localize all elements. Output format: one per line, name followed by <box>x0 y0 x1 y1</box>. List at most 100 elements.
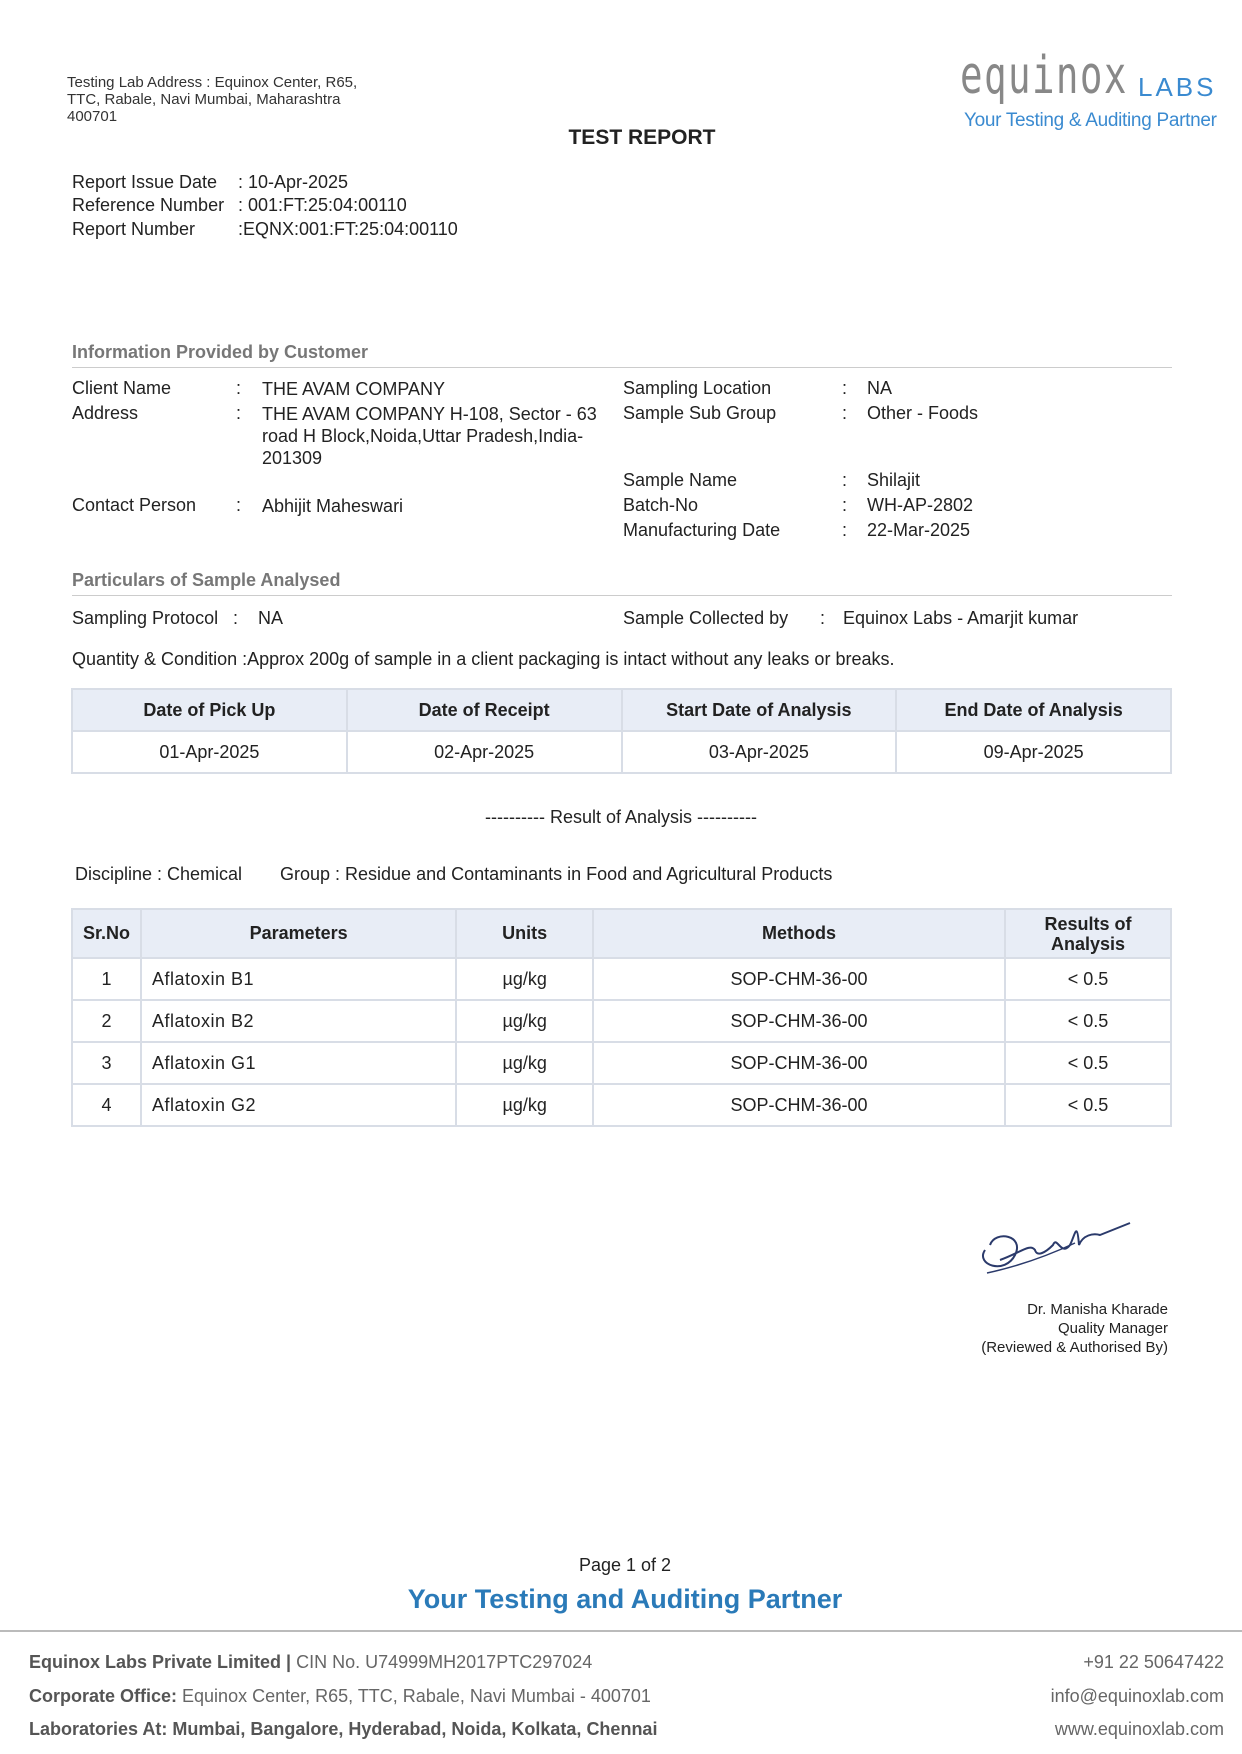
customer-field-label: Client Name <box>72 378 172 398</box>
logo-labs: LABS <box>1138 72 1217 102</box>
results-cell: Aflatoxin G2 <box>139 1083 458 1127</box>
results-header: Methods <box>592 908 1007 959</box>
results-cell: µg/kg <box>455 999 595 1043</box>
logo-tagline: Your Testing & Auditing Partner <box>964 110 1217 131</box>
results-cell: SOP-CHM-36-00 <box>592 1083 1007 1127</box>
sample-field-label: Batch-No <box>623 495 699 515</box>
results-cell: < 0.5 <box>1004 999 1172 1043</box>
tagline: Your Testing and Auditing Partner <box>407 1584 843 1614</box>
footer-website[interactable]: www.equinoxlab.com <box>1054 1719 1224 1739</box>
results-cell: < 0.5 <box>1004 957 1172 1001</box>
date-value: 02-Apr-2025 <box>345 730 623 774</box>
results-cell: SOP-CHM-36-00 <box>592 957 1007 1001</box>
results-header: Units <box>455 908 595 959</box>
page-number: Page 1 of 2 <box>578 1555 672 1575</box>
date-value: 03-Apr-2025 <box>620 730 898 774</box>
signature <box>982 1222 1131 1274</box>
date-header: Date of Receipt <box>345 688 623 732</box>
signatory-block: Dr. Manisha Kharade Quality Manager (Rev… <box>981 1300 1168 1357</box>
results-cell: 3 <box>71 1041 142 1085</box>
particulars-section-heading: Particulars of Sample Analysed <box>72 570 1172 596</box>
footer-phone[interactable]: +91 22 50647422 <box>1083 1652 1224 1672</box>
quantity-condition: Quantity & Condition :Approx 200g of sam… <box>72 649 894 670</box>
date-header: Date of Pick Up <box>71 688 348 732</box>
date-value: 09-Apr-2025 <box>895 730 1172 774</box>
footer-labs: Laboratories At: Mumbai, Bangalore, Hyde… <box>29 1719 658 1739</box>
results-cell: Aflatoxin B1 <box>139 957 458 1001</box>
lab-address: Testing Lab Address : Equinox Center, R6… <box>67 74 357 125</box>
logo-wordmark: equinox <box>960 46 1128 106</box>
colon: : <box>842 520 848 540</box>
colon: : <box>842 378 848 398</box>
footer-email[interactable]: info@equinoxlab.com <box>1050 1686 1224 1706</box>
page-title: TEST REPORT <box>568 126 716 149</box>
colon: : <box>842 403 848 423</box>
date-value: 01-Apr-2025 <box>71 730 348 774</box>
results-cell: Aflatoxin G1 <box>139 1041 458 1085</box>
result-heading: ---------- Result of Analysis ---------- <box>485 807 757 827</box>
signatory-name: Dr. Manisha Kharade <box>1027 1301 1168 1318</box>
results-cell: < 0.5 <box>1004 1041 1172 1085</box>
customer-field-value: Abhijit Maheswari <box>262 496 404 516</box>
table-row: 3 Aflatoxin G1 µg/kg SOP-CHM-36-00 < 0.5 <box>71 1041 1172 1085</box>
colon: : <box>236 378 242 398</box>
office-address: Equinox Center, R65, TTC, Rabale, Navi M… <box>177 1686 651 1706</box>
results-cell: 1 <box>71 957 142 1001</box>
dates-table: Date of Pick Up Date of Receipt Start Date… <box>71 688 1172 774</box>
address-line: Testing Lab Address : Equinox Center, R6… <box>67 74 358 91</box>
sample-field-value: WH-AP-2802 <box>867 495 974 515</box>
sample-field-value: NA <box>867 378 893 398</box>
results-header: Sr.No <box>71 908 142 959</box>
results-cell: SOP-CHM-36-00 <box>592 999 1007 1043</box>
customer-section-heading: Information Provided by Customer <box>72 342 1172 368</box>
results-cell: 2 <box>71 999 142 1043</box>
colon: : <box>233 608 239 628</box>
report-field-label: Reference Number <box>72 195 225 215</box>
footer-divider <box>0 1630 1242 1632</box>
results-cell: µg/kg <box>455 1083 595 1127</box>
sampling-protocol-label: Sampling Protocol <box>72 608 219 628</box>
sample-field-value: Other - Foods <box>867 403 979 423</box>
equinox-logo: equinox LABS Your Testing & Auditing Par… <box>960 46 1235 136</box>
cin: CIN No. U74999MH2017PTC297024 <box>291 1652 593 1672</box>
sample-field-label: Sample Sub Group <box>623 403 777 423</box>
date-header: End Date of Analysis <box>895 688 1172 732</box>
customer-field-label: Contact Person <box>72 495 197 515</box>
report-field-value: : 001:FT:25:04:00110 <box>238 195 407 215</box>
results-cell: < 0.5 <box>1004 1083 1172 1127</box>
results-table: Sr.No Parameters Units Methods Results of An… <box>71 908 1172 1127</box>
results-cell: µg/kg <box>455 957 595 1001</box>
colon: : <box>842 495 848 515</box>
sample-field-label: Manufacturing Date <box>623 520 781 540</box>
results-header: Results of Analysis <box>1004 908 1172 959</box>
group: Group : Residue and Contaminants in Food… <box>280 864 833 884</box>
collected-by-value: Equinox Labs - Amarjit kumar <box>843 608 1079 628</box>
colon: : <box>820 608 826 628</box>
sample-field-label: Sampling Location <box>623 378 772 398</box>
results-header: Parameters <box>139 908 458 959</box>
sampling-protocol-value: NA <box>258 608 284 628</box>
report-field-value: :EQNX:001:FT:25:04:00110 <box>238 219 458 239</box>
date-header: Start Date of Analysis <box>620 688 898 732</box>
address-line: TTC, Rabale, Navi Mumbai, Maharashtra <box>67 91 341 108</box>
customer-field-value: THE AVAM COMPANY H-108, Sector - 63 road… <box>262 404 597 468</box>
table-row: 1 Aflatoxin B1 µg/kg SOP-CHM-36-00 < 0.5 <box>71 957 1172 1001</box>
footer-office: Corporate Office: Equinox Center, R65, T… <box>29 1686 651 1707</box>
address-line: 400701 <box>67 108 118 125</box>
results-cell: 4 <box>71 1083 142 1127</box>
colon: : <box>236 495 242 515</box>
customer-field-value: THE AVAM COMPANY <box>262 379 446 399</box>
results-cell: SOP-CHM-36-00 <box>592 1041 1007 1085</box>
sample-field-value: 22-Mar-2025 <box>867 520 971 540</box>
table-row: 4 Aflatoxin G2 µg/kg SOP-CHM-36-00 < 0.5 <box>71 1083 1172 1127</box>
colon: : <box>842 470 848 490</box>
sample-field-label: Sample Name <box>623 470 738 490</box>
results-cell: µg/kg <box>455 1041 595 1085</box>
signatory-note: (Reviewed & Authorised By) <box>981 1339 1168 1356</box>
customer-field-label: Address <box>72 403 139 423</box>
footer-company: Equinox Labs Private Limited | CIN No. U… <box>29 1652 592 1673</box>
table-row: 2 Aflatoxin B2 µg/kg SOP-CHM-36-00 < 0.5 <box>71 999 1172 1043</box>
office-label: Corporate Office: <box>29 1686 178 1706</box>
colon: : <box>236 403 242 423</box>
report-field-value: : 10-Apr-2025 <box>238 172 349 192</box>
